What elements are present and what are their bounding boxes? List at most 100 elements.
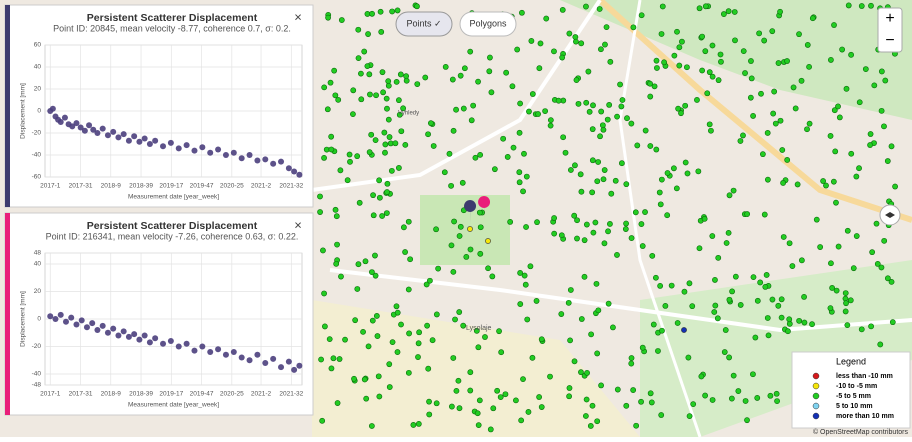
map-point	[327, 79, 334, 86]
map-point	[448, 182, 454, 189]
map-point	[489, 273, 496, 280]
map-point	[533, 298, 540, 304]
polygons-button[interactable]	[459, 11, 517, 37]
map-point	[735, 388, 742, 394]
zoom-out[interactable]: −	[885, 32, 894, 49]
data-point	[131, 331, 138, 338]
data-point	[175, 145, 182, 152]
map-point	[720, 11, 727, 17]
x-tick-label: 2020-25	[220, 391, 244, 398]
map-point	[742, 398, 749, 404]
map-point	[333, 260, 340, 267]
map-point	[726, 192, 733, 199]
map-point	[650, 321, 657, 328]
x-tick-label: 2019-17	[159, 391, 183, 398]
legend-swatch	[812, 412, 820, 420]
map-point	[639, 344, 646, 351]
map-point	[676, 62, 683, 69]
map-point	[845, 2, 852, 9]
map-point	[446, 150, 453, 157]
map-point	[623, 402, 630, 409]
map-point	[448, 403, 455, 410]
data-point	[90, 126, 97, 133]
map-point	[780, 180, 786, 186]
map-point	[372, 272, 379, 279]
map-point	[325, 14, 331, 21]
map-point	[657, 201, 664, 208]
data-point	[57, 311, 64, 318]
map-point	[623, 181, 630, 188]
x-tick-label: 2021-32	[279, 391, 303, 398]
map-point	[656, 189, 663, 196]
map-point	[607, 221, 613, 227]
map-point	[596, 6, 603, 12]
map-point	[764, 130, 771, 136]
map-point	[599, 122, 606, 129]
map-point	[892, 183, 898, 190]
map-point	[578, 316, 585, 322]
x-tick-label: 2018-9	[101, 183, 122, 190]
map-point	[338, 273, 344, 280]
data-point	[238, 155, 245, 162]
map-point	[375, 373, 382, 380]
map-point	[475, 344, 482, 351]
map-point	[414, 3, 420, 10]
map-point	[485, 238, 491, 244]
map-point	[516, 169, 523, 176]
data-point	[199, 343, 206, 350]
x-tick-label: 2017-31	[69, 391, 93, 398]
map-point	[654, 65, 660, 71]
map-point	[449, 76, 456, 83]
map-point	[543, 15, 550, 22]
close-button[interactable]: ×	[294, 217, 302, 232]
map-point	[448, 242, 455, 249]
map-point	[823, 182, 829, 189]
map-point	[598, 46, 604, 53]
map-point	[647, 143, 654, 149]
data-point	[167, 139, 174, 146]
map-point	[630, 387, 637, 393]
map-point	[844, 227, 851, 234]
map-point	[373, 313, 380, 319]
map-point	[518, 417, 525, 424]
close-button[interactable]: ×	[294, 9, 302, 24]
map-point	[577, 171, 584, 178]
selected-marker[interactable]	[464, 200, 477, 224]
map-point	[777, 117, 784, 124]
map-point	[467, 387, 474, 394]
y-tick-label: -40	[32, 152, 42, 159]
panel-accent	[5, 5, 10, 207]
map-point	[475, 422, 482, 429]
map-point	[874, 261, 881, 267]
map-point	[647, 390, 654, 397]
map-point	[535, 111, 541, 117]
data-point	[78, 317, 85, 324]
map-point	[377, 8, 384, 15]
points-button[interactable]	[395, 11, 453, 37]
map-point	[426, 398, 432, 405]
map-point	[388, 167, 395, 174]
map-point	[367, 91, 373, 98]
map-point	[702, 392, 709, 399]
zoom-in[interactable]: +	[885, 10, 894, 27]
map-point	[722, 327, 729, 333]
selected-marker[interactable]	[478, 196, 491, 220]
map-point	[519, 9, 525, 16]
data-point	[222, 152, 229, 158]
map-point	[784, 157, 791, 163]
data-point	[120, 131, 127, 138]
map-point	[331, 67, 338, 74]
map-point	[786, 316, 793, 323]
map-point	[523, 173, 530, 180]
map-point	[878, 68, 885, 75]
map-point	[767, 392, 774, 399]
map-point	[789, 263, 796, 269]
map-point	[468, 117, 475, 124]
map-point	[369, 269, 375, 276]
map-point	[460, 105, 467, 112]
map-point	[748, 58, 754, 64]
data-point	[110, 325, 117, 332]
map-point	[385, 82, 392, 89]
data-point	[131, 133, 138, 140]
layers-icon	[885, 212, 895, 218]
